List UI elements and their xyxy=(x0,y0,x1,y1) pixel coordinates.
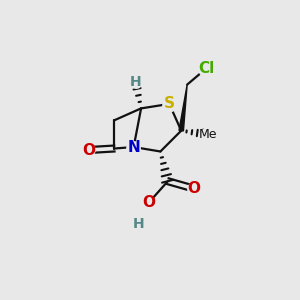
Text: ●: ● xyxy=(186,180,202,198)
Text: H: H xyxy=(130,75,142,89)
Text: ●: ● xyxy=(198,124,218,145)
Text: Me: Me xyxy=(199,128,217,141)
Text: Cl: Cl xyxy=(198,61,214,76)
Text: ●: ● xyxy=(131,215,146,233)
Text: ●: ● xyxy=(81,141,97,159)
Text: O: O xyxy=(188,181,200,196)
Text: ●: ● xyxy=(197,58,216,78)
Text: ●: ● xyxy=(125,137,142,157)
Text: ●: ● xyxy=(161,94,178,113)
Text: ●: ● xyxy=(128,73,143,91)
Polygon shape xyxy=(179,85,187,131)
Text: O: O xyxy=(142,195,155,210)
Text: S: S xyxy=(164,96,175,111)
Text: N: N xyxy=(127,140,140,154)
Text: O: O xyxy=(82,142,96,158)
Text: H: H xyxy=(132,217,144,231)
Text: ●: ● xyxy=(141,194,156,212)
